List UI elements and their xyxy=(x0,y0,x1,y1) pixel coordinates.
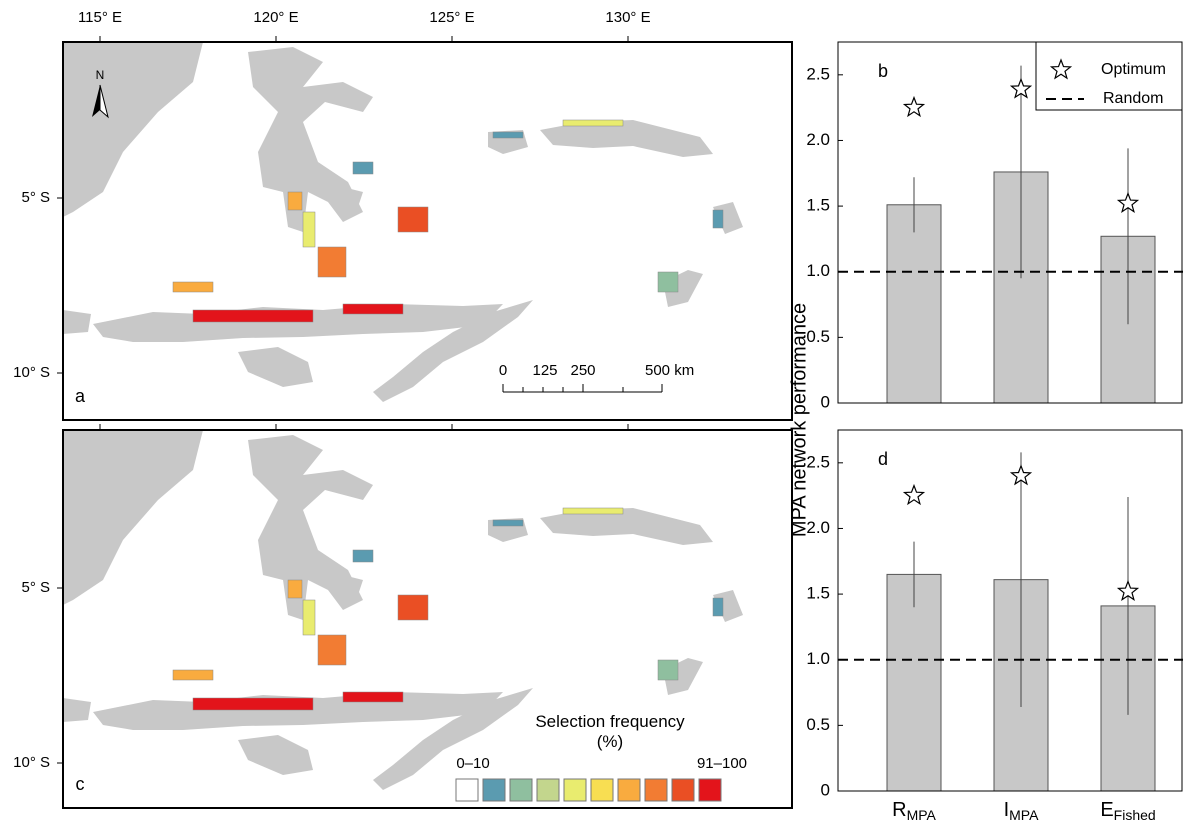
category-subscript: MPA xyxy=(907,807,937,823)
lon-label: 125° E xyxy=(429,9,474,26)
scale-label: 250 xyxy=(570,362,595,379)
optimum-star xyxy=(1116,579,1140,601)
optimum-star xyxy=(902,483,926,506)
map-a xyxy=(62,41,793,421)
category: I xyxy=(1004,799,1010,821)
y-tick-label: 0.5 xyxy=(806,715,830,734)
lat-label: 5° S xyxy=(21,579,50,596)
legend-swatch xyxy=(455,778,479,802)
legend-star xyxy=(1049,58,1073,80)
legend-swatch xyxy=(590,778,614,802)
y-tick-label: 0 xyxy=(821,392,830,411)
legend-title: Selection frequency (%) xyxy=(535,712,685,751)
plot-frame xyxy=(837,429,1183,792)
scale-label: 125 xyxy=(532,362,557,379)
category: R xyxy=(892,799,906,821)
legend-swatch xyxy=(617,778,641,802)
legend-swatch xyxy=(563,778,587,802)
lat-label: 10° S xyxy=(13,364,50,381)
plot-frame xyxy=(837,41,1183,404)
optimum-star xyxy=(1009,77,1033,99)
optimum-star xyxy=(1009,464,1033,486)
y-tick-label: 2.0 xyxy=(806,130,830,149)
x-tick-label: RMPA xyxy=(892,799,936,822)
legend-box xyxy=(1035,41,1183,111)
map-c xyxy=(62,429,793,809)
legend-swatch xyxy=(644,778,668,802)
panel-label: b xyxy=(878,61,888,81)
category-subscript: MPA xyxy=(1009,807,1039,823)
y-tick-label: 1.0 xyxy=(806,261,830,280)
lon-label: 130° E xyxy=(605,9,650,26)
legend-label: Random xyxy=(1103,90,1163,107)
scale-label: 0 xyxy=(499,362,507,379)
y-axis-label: MPA network performance xyxy=(788,303,810,537)
legend-swatch xyxy=(482,778,506,802)
optimum-star xyxy=(1116,191,1140,213)
y-tick-label: 1.5 xyxy=(806,584,830,603)
legend-swatch xyxy=(671,778,695,802)
y-tick-label: 2.0 xyxy=(806,518,830,537)
x-tick-label: IMPA xyxy=(1004,799,1040,822)
y-tick-label: 2.5 xyxy=(806,64,830,83)
category: E xyxy=(1100,799,1113,821)
bar xyxy=(886,204,942,404)
north-arrow xyxy=(92,84,109,119)
y-tick-label: 0 xyxy=(821,780,830,799)
panel-label: d xyxy=(878,449,888,469)
lon-label: 120° E xyxy=(253,9,298,26)
optimum-star xyxy=(902,95,926,118)
north-label: N xyxy=(96,68,105,82)
y-tick-label: 1.0 xyxy=(806,649,830,668)
y-tick-label: 0.5 xyxy=(806,327,830,346)
lat-label: 5° S xyxy=(21,189,50,206)
panel-label: c xyxy=(76,774,85,794)
scale-bar xyxy=(502,384,663,393)
legend-swatch xyxy=(536,778,560,802)
legend-low: 0–10 xyxy=(456,755,489,772)
legend-swatch xyxy=(509,778,533,802)
legend-high: 91–100 xyxy=(697,755,747,772)
legend-swatch xyxy=(698,778,722,802)
lon-label: 115° E xyxy=(78,9,122,26)
category-subscript: Fished xyxy=(1114,807,1156,823)
bar xyxy=(886,573,942,792)
x-tick-label: EFished xyxy=(1100,799,1155,822)
legend-label: Optimum xyxy=(1101,61,1166,78)
lat-label: 10° S xyxy=(13,754,50,771)
y-tick-label: 1.5 xyxy=(806,196,830,215)
panel-label: a xyxy=(75,386,86,406)
y-tick-label: 2.5 xyxy=(806,452,830,471)
scale-label: 500 km xyxy=(645,362,694,379)
